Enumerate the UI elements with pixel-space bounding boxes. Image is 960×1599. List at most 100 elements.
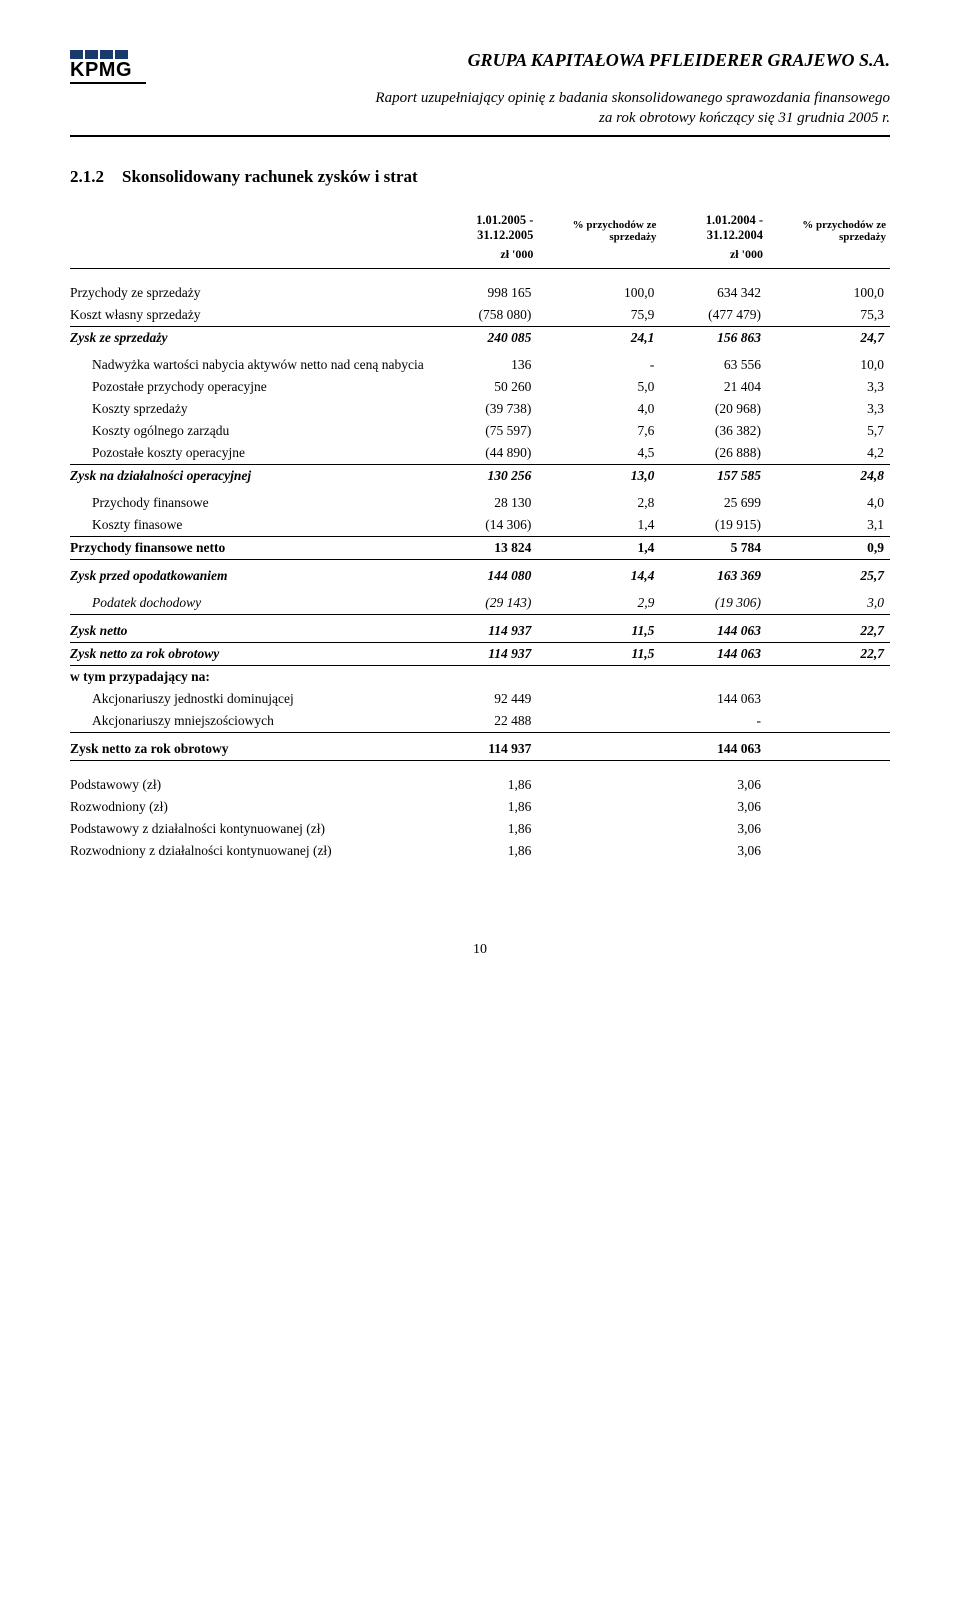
row-val: 144 063 — [660, 614, 767, 642]
row-val: 5 784 — [660, 536, 767, 559]
row-label: Zysk ze sprzedaży — [70, 326, 431, 349]
header-divider — [70, 135, 890, 137]
table-row: Zysk netto za rok obrotowy 114 937 144 0… — [70, 732, 890, 760]
income-statement-table: 1.01.2005 - 31.12.2005 % przychodów ze s… — [70, 211, 890, 862]
row-val: (44 890) — [431, 442, 538, 465]
row-label: Podatek dochodowy — [70, 587, 431, 615]
row-val: (19 306) — [660, 587, 767, 615]
row-val: 114 937 — [431, 614, 538, 642]
table-row: Akcjonariuszy mniejszościowych 22 488 - — [70, 710, 890, 733]
row-val: 114 937 — [431, 732, 538, 760]
table-row: Zysk netto za rok obrotowy 114 937 11,5 … — [70, 642, 890, 665]
table-row: Zysk przed opodatkowaniem 144 080 14,4 1… — [70, 559, 890, 587]
kpmg-logo: KPMG — [70, 50, 146, 84]
table-row: Zysk na działalności operacyjnej 130 256… — [70, 464, 890, 487]
col-pct-1: % przychodów ze sprzedaży — [537, 211, 660, 245]
row-label: Koszty finasowe — [70, 514, 431, 537]
row-val: (36 382) — [660, 420, 767, 442]
row-val: 1,4 — [537, 514, 660, 537]
table-row: Nadwyżka wartości nabycia aktywów netto … — [70, 349, 890, 376]
row-val: 22 488 — [431, 710, 538, 733]
row-val: 22,7 — [767, 642, 890, 665]
row-val: 63 556 — [660, 349, 767, 376]
row-val: 114 937 — [431, 642, 538, 665]
row-val: 92 449 — [431, 688, 538, 710]
row-val: (26 888) — [660, 442, 767, 465]
subtitle-line-1: Raport uzupełniający opinię z badania sk… — [375, 90, 890, 106]
row-val: (14 306) — [431, 514, 538, 537]
row-val: 144 080 — [431, 559, 538, 587]
table-row: Podstawowy z działalności kontynuowanej … — [70, 818, 890, 840]
row-val: 1,86 — [431, 818, 538, 840]
row-val: 10,0 — [767, 349, 890, 376]
row-label: Rozwodniony (zł) — [70, 796, 431, 818]
row-val: 5,0 — [537, 376, 660, 398]
row-val: 144 063 — [660, 688, 767, 710]
row-val: 1,86 — [431, 796, 538, 818]
table-row: Podatek dochodowy (29 143) 2,9 (19 306) … — [70, 587, 890, 615]
row-val: 240 085 — [431, 326, 538, 349]
row-val: (477 479) — [660, 304, 767, 327]
table-row: Zysk ze sprzedaży 240 085 24,1 156 863 2… — [70, 326, 890, 349]
row-val: 1,86 — [431, 840, 538, 862]
row-label: Koszty ogólnego zarządu — [70, 420, 431, 442]
table-row: Zysk netto 114 937 11,5 144 063 22,7 — [70, 614, 890, 642]
table-row: Pozostałe koszty operacyjne (44 890) 4,5… — [70, 442, 890, 465]
table-row: Przychody finansowe netto 13 824 1,4 5 7… — [70, 536, 890, 559]
row-val: 14,4 — [537, 559, 660, 587]
subtitle-line-2: za rok obrotowy kończący się 31 grudnia … — [599, 110, 890, 126]
table-row: w tym przypadający na: — [70, 665, 890, 688]
row-val: 100,0 — [767, 268, 890, 304]
row-label: Pozostałe koszty operacyjne — [70, 442, 431, 465]
row-val: 4,5 — [537, 442, 660, 465]
row-label: Przychody ze sprzedaży — [70, 268, 431, 304]
row-label: Zysk netto za rok obrotowy — [70, 642, 431, 665]
col-unit-1: zł '000 — [431, 245, 538, 269]
row-val: 1,4 — [537, 536, 660, 559]
row-val: 24,7 — [767, 326, 890, 349]
row-val: 11,5 — [537, 642, 660, 665]
table-row: Podstawowy (zł) 1,86 3,06 — [70, 760, 890, 796]
table-row: Pozostałe przychody operacyjne 50 260 5,… — [70, 376, 890, 398]
row-label: Koszt własny sprzedaży — [70, 304, 431, 327]
row-val: 3,0 — [767, 587, 890, 615]
row-val: 163 369 — [660, 559, 767, 587]
row-val: 24,8 — [767, 464, 890, 487]
row-val: 100,0 — [537, 268, 660, 304]
row-val: 13,0 — [537, 464, 660, 487]
row-label: Koszty sprzedaży — [70, 398, 431, 420]
row-val: (20 968) — [660, 398, 767, 420]
row-label: Nadwyżka wartości nabycia aktywów netto … — [70, 349, 431, 376]
row-val: 5,7 — [767, 420, 890, 442]
row-label: Zysk na działalności operacyjnej — [70, 464, 431, 487]
table-row: Rozwodniony (zł) 1,86 3,06 — [70, 796, 890, 818]
row-label: Akcjonariuszy mniejszościowych — [70, 710, 431, 733]
col-pct-2: % przychodów ze sprzedaży — [767, 211, 890, 245]
row-val: 3,06 — [660, 840, 767, 862]
col-period-2004: 1.01.2004 - 31.12.2004 — [660, 211, 767, 245]
row-val: 3,06 — [660, 818, 767, 840]
row-val: 24,1 — [537, 326, 660, 349]
row-val: 11,5 — [537, 614, 660, 642]
row-label: Przychody finansowe netto — [70, 536, 431, 559]
company-name: GRUPA KAPITAŁOWA PFLEIDERER GRAJEWO S.A. — [468, 50, 890, 71]
row-label: Zysk netto za rok obrotowy — [70, 732, 431, 760]
row-label: Przychody finansowe — [70, 487, 431, 514]
table-row: Koszty ogólnego zarządu (75 597) 7,6 (36… — [70, 420, 890, 442]
row-val: 998 165 — [431, 268, 538, 304]
row-val: - — [537, 349, 660, 376]
row-val: 25,7 — [767, 559, 890, 587]
table-header-periods: 1.01.2005 - 31.12.2005 % przychodów ze s… — [70, 211, 890, 245]
row-val: 2,9 — [537, 587, 660, 615]
row-val: (758 080) — [431, 304, 538, 327]
row-label: Rozwodniony z działalności kontynuowanej… — [70, 840, 431, 862]
row-val: 157 585 — [660, 464, 767, 487]
row-val: 75,3 — [767, 304, 890, 327]
row-val: 3,06 — [660, 796, 767, 818]
row-val: 50 260 — [431, 376, 538, 398]
row-label: Zysk netto — [70, 614, 431, 642]
section-heading: Skonsolidowany rachunek zysków i strat — [122, 167, 418, 187]
row-val: 4,0 — [767, 487, 890, 514]
section-number: 2.1.2 — [70, 167, 104, 187]
row-val: 2,8 — [537, 487, 660, 514]
